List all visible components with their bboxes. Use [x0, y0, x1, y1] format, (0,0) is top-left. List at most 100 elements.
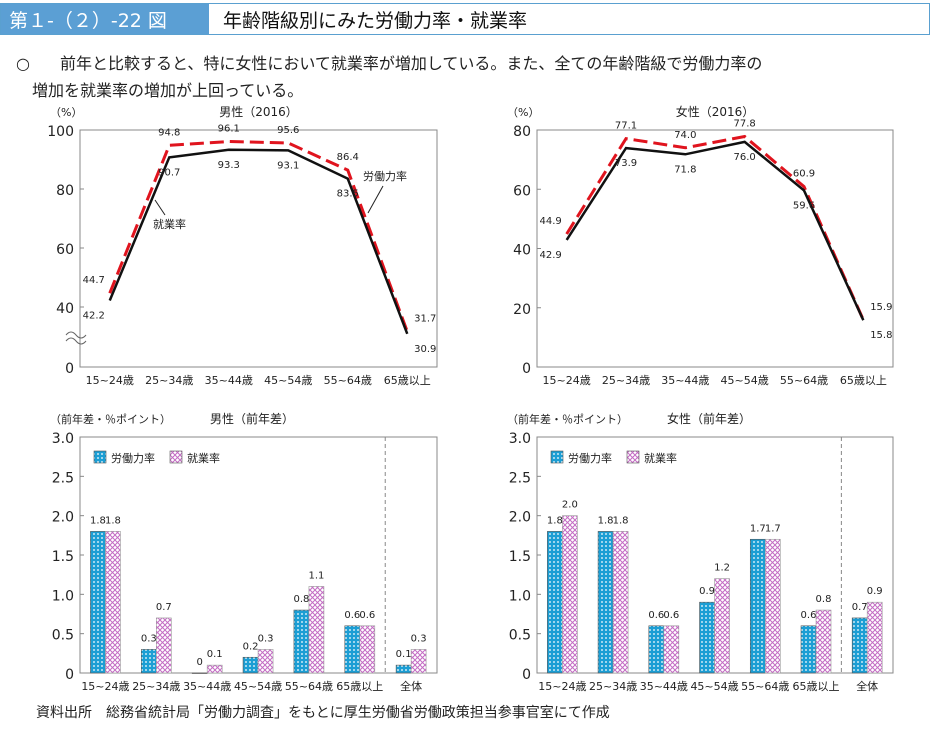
data-label: 71.8: [674, 164, 696, 175]
bar-emp: [156, 617, 172, 674]
bar-emp: [815, 609, 832, 674]
data-label: 0.1: [207, 649, 223, 660]
data-label: 59.6: [793, 200, 815, 211]
y-tick-label: 20: [513, 302, 531, 318]
bar-lfpr: [90, 531, 106, 674]
data-label: 77.1: [615, 121, 637, 132]
x-tick-label: 35~44歳: [205, 374, 253, 387]
y-tick-label: 40: [56, 301, 74, 317]
data-label: 1.8: [547, 515, 563, 526]
x-tick-label: 15~24歳: [543, 374, 591, 387]
x-tick-label: 65歳以上: [384, 374, 431, 387]
bar-lfpr: [597, 531, 614, 674]
legend-swatch: [169, 450, 183, 464]
bar-lfpr: [800, 625, 817, 674]
x-tick-label: 55~64歳: [285, 680, 333, 693]
bar-emp: [663, 625, 680, 674]
annotation-emp: 就業率: [153, 217, 186, 231]
chart-title: 男性（前年差）: [210, 411, 294, 426]
x-tick-label: 55~64歳: [780, 374, 828, 387]
chart-title: 女性（前年差）: [667, 411, 751, 426]
y-tick-label: 1.0: [52, 588, 74, 604]
data-label: 0.6: [663, 610, 679, 621]
y-unit: （前年差・％ポイント）: [507, 412, 628, 426]
y-tick-label: 3.0: [52, 431, 74, 447]
legend-label: 就業率: [187, 451, 220, 465]
bar-lfpr: [293, 609, 310, 674]
lead-text: ○ 前年と比較すると、特に女性において就業率が増加している。また、全ての年齢階級で…: [16, 50, 916, 104]
y-tick-label: 2.0: [52, 510, 74, 526]
data-label: 74.0: [674, 130, 696, 141]
x-tick-label: 25~34歳: [589, 680, 637, 693]
x-tick-label: 35~44歳: [183, 680, 231, 693]
chart-title: 女性（2016）: [676, 104, 755, 119]
data-label: 93.1: [277, 160, 299, 171]
x-tick-label: 35~44歳: [661, 374, 709, 387]
x-tick-label: 45~54歳: [690, 680, 738, 693]
y-tick-label: 3.0: [509, 431, 531, 447]
x-tick-label: 65歳以上: [793, 680, 840, 693]
y-tick-label: 0: [522, 361, 531, 377]
bar-emp: [612, 531, 629, 674]
figure-number: 第１-（２）-22 図: [1, 4, 209, 34]
data-label: 73.9: [615, 158, 637, 169]
data-label: 1.7: [765, 523, 781, 534]
x-tick-label: 15~24歳: [81, 680, 129, 693]
data-label: 60.9: [793, 169, 815, 180]
y-unit: （%）: [50, 106, 82, 119]
data-label: 1.1: [308, 570, 324, 581]
x-tick-label: 全体: [856, 679, 878, 693]
data-label: 90.7: [158, 167, 180, 178]
data-label: 0.9: [867, 586, 883, 597]
chart-title: 男性（2016）: [219, 105, 298, 119]
data-label: 31.7: [414, 313, 436, 324]
data-label: 0.2: [243, 641, 259, 652]
bar-lfpr: [648, 625, 665, 674]
y-tick-label: 80: [513, 124, 531, 140]
bar-lfpr: [395, 664, 412, 674]
legend-label: 労働力率: [568, 451, 612, 465]
data-label: 15.8: [870, 330, 892, 341]
y-tick-label: 1.5: [52, 549, 74, 565]
data-label: 0.6: [648, 610, 664, 621]
x-tick-label: 35~44歳: [640, 680, 688, 693]
y-unit: （前年差・％ポイント）: [50, 412, 171, 426]
y-tick-label: 0.5: [52, 628, 74, 644]
chart-1: （%） 女性（2016） 0 20 40 60 80 15~24歳 25~34歳 35~44歳 45…: [507, 104, 894, 387]
data-label: 0.3: [258, 633, 274, 644]
data-label: 1.7: [750, 523, 766, 534]
y-tick-label: 0: [65, 667, 74, 683]
data-label: 77.8: [734, 119, 756, 130]
bar-emp: [257, 649, 274, 674]
data-label: 0: [196, 657, 202, 668]
legend-swatch: [550, 450, 564, 464]
chart-3: （前年差・％ポイント） 女性（前年差） 0 0.5 1.0 1.5 2.0 2.5 3.0 15~…: [507, 411, 894, 693]
data-label: 0.6: [359, 610, 375, 621]
x-tick-label: 25~34歳: [145, 374, 193, 387]
y-tick-label: 100: [47, 124, 74, 140]
bar-emp: [866, 601, 883, 674]
y-tick-label: 60: [56, 242, 74, 258]
data-label: 1.2: [714, 563, 730, 574]
bar-lfpr: [191, 672, 208, 674]
annotation-arrow: [154, 199, 166, 216]
x-tick-label: 25~34歳: [132, 680, 180, 693]
data-label: 1.8: [105, 515, 121, 526]
data-label: 95.6: [277, 125, 299, 136]
x-tick-label: 55~64歳: [741, 680, 789, 693]
bar-lfpr: [344, 625, 361, 674]
x-tick-label: 全体: [400, 679, 422, 693]
series-line-emp: [565, 140, 865, 321]
y-unit: （%）: [507, 106, 539, 119]
bar-emp: [714, 578, 730, 674]
bar-emp: [410, 649, 427, 674]
series-line-lfpr: [565, 134, 865, 321]
plot-area: [79, 129, 438, 368]
y-tick-label: 2.5: [52, 470, 74, 486]
legend-swatch: [93, 450, 107, 464]
data-label: 76.0: [734, 152, 756, 163]
bar-lfpr: [749, 538, 766, 674]
bar-lfpr: [242, 656, 259, 674]
